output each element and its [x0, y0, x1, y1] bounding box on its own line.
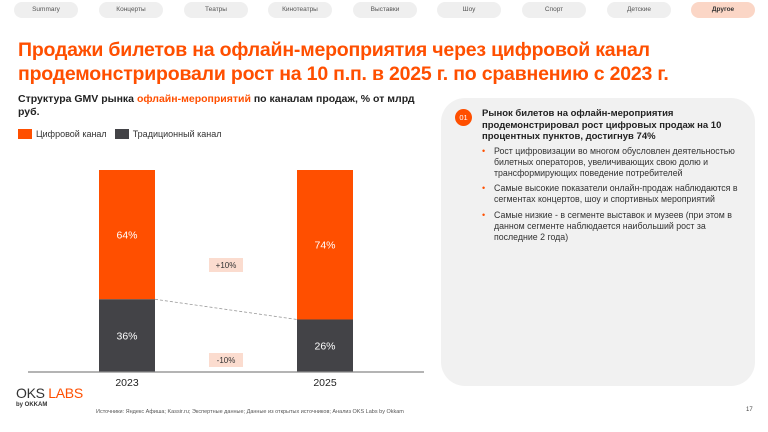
bullet-text: Самые низкие - в сегменте выставок и муз… — [494, 209, 732, 242]
data-label-digital-2025: 74% — [314, 240, 335, 252]
bullet-dot-icon: • — [482, 183, 486, 194]
subtitle-part2: по каналам продаж, % от млрд руб. — [18, 93, 415, 118]
data-label-traditional-2023: 36% — [116, 331, 137, 343]
insight-bullets: • Рост цифровизации во многом обусловлен … — [482, 146, 744, 247]
data-label-traditional-2025: 26% — [314, 341, 335, 353]
delta-badge-bg-digital — [209, 258, 243, 272]
legend-label-digital: Цифровой канал — [36, 129, 107, 139]
subtitle-highlight: офлайн-мероприятий — [136, 93, 251, 105]
tab-theatres[interactable]: Театры — [184, 2, 248, 18]
logo-accent: LABS — [48, 385, 83, 401]
bar-digital-2025 — [297, 170, 353, 320]
stacked-bar-chart: 64% 36% 2023 74% 26% 2025 +10% -10% — [28, 170, 424, 389]
tab-shows[interactable]: Шоу — [437, 2, 501, 18]
bullet-text: Рост цифровизации во многом обусловлен д… — [494, 146, 735, 178]
insight-number-badge: 01 — [455, 109, 472, 126]
tab-sport[interactable]: Спорт — [522, 2, 586, 18]
page-number: 17 — [746, 407, 753, 413]
tab-cinemas[interactable]: Кинотеатры — [268, 2, 332, 18]
legend-item-digital: Цифровой канал — [18, 129, 107, 139]
tab-exhibitions[interactable]: Выставки — [353, 2, 417, 18]
chart-subtitle: Структура GMV рынка офлайн-мероприятий п… — [18, 93, 418, 119]
insight-bullet: • Рост цифровизации во многом обусловлен … — [482, 146, 744, 178]
logo-by: by OKKAM — [16, 402, 48, 408]
insight-heading: Рынок билетов на офлайн-мероприятия прод… — [482, 108, 722, 142]
chart-legend: Цифровой канал Традиционный канал — [18, 128, 229, 140]
legend-swatch-digital — [18, 129, 32, 139]
legend-item-traditional: Традиционный канал — [114, 129, 222, 139]
oks-labs-logo: OKS LABS by OKKAM — [16, 385, 83, 409]
insight-bullet: • Самые низкие - в сегменте выставок и му… — [482, 210, 744, 242]
insight-bullet: • Самые высокие показатели онлайн-продаж … — [482, 183, 744, 205]
bullet-dot-icon: • — [482, 209, 486, 220]
legend-label-traditional: Традиционный канал — [132, 129, 222, 139]
bullet-text: Самые высокие показатели онлайн-продаж н… — [494, 183, 738, 205]
tab-kids[interactable]: Детские — [607, 2, 671, 18]
tab-summary[interactable]: Summary — [14, 2, 78, 18]
bar-digital-2023 — [99, 170, 155, 300]
bar-traditional-2025 — [297, 319, 353, 372]
bullet-dot-icon: • — [482, 146, 486, 156]
delta-badge-bg-traditional — [209, 353, 243, 367]
logo-main: OKS — [16, 385, 45, 401]
subtitle-part1: Структура GMV рынка — [18, 93, 137, 105]
section-nav: Summary Концерты Театры Кинотеатры Выста… — [0, 2, 768, 18]
legend-swatch-traditional — [114, 129, 129, 139]
data-label-digital-2023: 64% — [116, 230, 137, 242]
tab-other[interactable]: Другое — [691, 2, 755, 18]
connector-line — [154, 298, 298, 320]
tab-concerts[interactable]: Концерты — [99, 2, 163, 18]
x-tick-label-2025: 2025 — [313, 377, 337, 389]
x-tick-label-2023: 2023 — [115, 377, 139, 389]
page-title: Продажи билетов на офлайн-мероприятия че… — [18, 39, 669, 85]
delta-label-digital: +10% — [216, 261, 237, 270]
delta-label-traditional: -10% — [217, 356, 236, 365]
sources-note: Источники: Яндекс Афиша; Kassir.ru; Эксп… — [96, 409, 404, 415]
insight-panel: 01 Рынок билетов на офлайн-мероприятия п… — [441, 98, 755, 386]
bar-traditional-2023 — [99, 299, 155, 372]
